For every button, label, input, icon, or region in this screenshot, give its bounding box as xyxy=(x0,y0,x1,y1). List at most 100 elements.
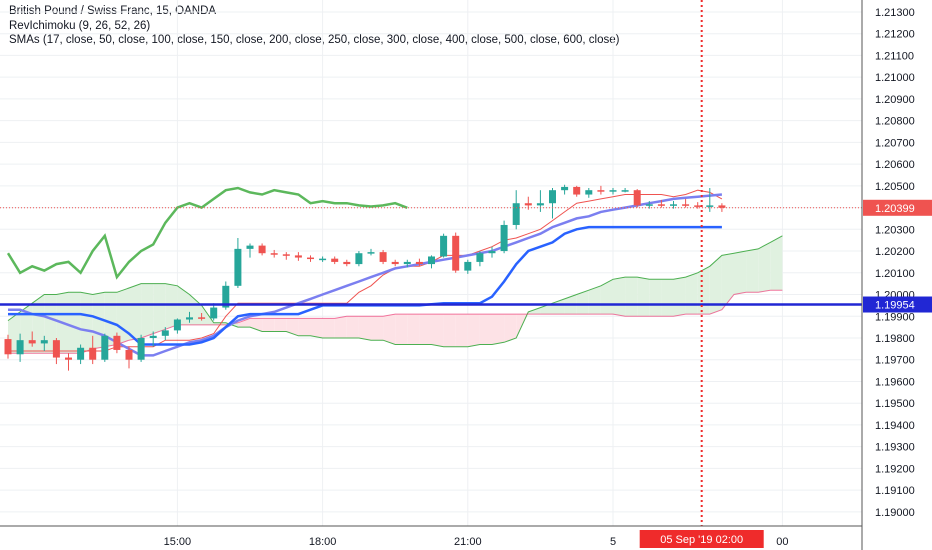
cloud-segment xyxy=(613,277,626,317)
y-tick-label: 1.20300 xyxy=(875,224,915,236)
current-price-label: 1.20399 xyxy=(875,203,915,215)
candle-body xyxy=(670,204,677,206)
hline-price-label: 1.19954 xyxy=(875,300,915,312)
leading-span-b xyxy=(8,289,783,354)
candle-body xyxy=(512,203,520,225)
cloud-segment xyxy=(709,255,722,315)
y-tick-label: 1.21200 xyxy=(875,29,915,41)
hline-price-label-bg xyxy=(863,296,932,313)
cloud-segment xyxy=(431,314,444,347)
candle-body xyxy=(101,335,109,360)
candle-body xyxy=(379,252,387,262)
cloud-segment xyxy=(504,314,517,343)
symbol-title[interactable]: British Pound / Swiss Franc, 15, OANDA xyxy=(9,5,217,17)
candle-body xyxy=(452,235,460,271)
cloud-segment xyxy=(588,285,601,315)
y-tick-label: 1.20700 xyxy=(875,137,915,149)
candle-body xyxy=(355,253,363,265)
x-tick-label: 5 xyxy=(610,536,616,548)
cloud-segment xyxy=(358,316,371,341)
y-tick-label: 1.19700 xyxy=(875,355,915,367)
cloud-segment xyxy=(455,314,468,347)
cloud-segment xyxy=(153,283,166,334)
candle-body xyxy=(234,248,242,286)
candle-body xyxy=(464,261,472,271)
cloud-segment xyxy=(129,283,142,341)
y-tick-label: 1.19800 xyxy=(875,333,915,345)
candle-body xyxy=(246,245,254,249)
cloud-segment xyxy=(189,294,202,325)
chart-overlays xyxy=(0,0,862,526)
candle-body xyxy=(161,330,169,336)
cloud-segment xyxy=(395,314,408,345)
cloud-segment xyxy=(492,314,505,345)
cloud-segment xyxy=(467,314,480,347)
candle-body xyxy=(367,252,375,254)
ichimoku-indicator-label[interactable]: RevIchimoku (9, 26, 52, 26) xyxy=(9,19,151,32)
cloud-segment xyxy=(274,318,287,332)
leading-span-a xyxy=(7,235,783,348)
cloud-segment xyxy=(661,279,674,317)
candle-body xyxy=(52,340,60,358)
cloud-segment xyxy=(165,283,178,330)
candle-body xyxy=(307,257,314,260)
cloud-segment xyxy=(334,316,347,338)
date-label-bg xyxy=(639,530,764,548)
chart-grid xyxy=(0,0,862,526)
candle-body xyxy=(40,340,48,344)
candle-body xyxy=(645,204,653,206)
y-tick-label: 1.19900 xyxy=(875,311,915,323)
cloud-segment xyxy=(770,235,783,291)
candle-body xyxy=(173,319,181,331)
candle-body xyxy=(415,261,423,265)
candle-body xyxy=(609,190,617,192)
candle-body xyxy=(331,258,339,262)
candle-body xyxy=(28,340,36,344)
y-tick-label: 1.19000 xyxy=(875,507,915,519)
candle-body xyxy=(4,339,12,355)
cloud-segment xyxy=(625,277,638,317)
y-tick-label: 1.20500 xyxy=(875,181,915,193)
sma-line-fast xyxy=(8,193,723,357)
candle-body xyxy=(718,205,726,208)
y-tick-label: 1.20600 xyxy=(875,159,915,171)
cloud-segment xyxy=(262,318,275,332)
cloud-segment xyxy=(576,290,589,315)
candle-body xyxy=(258,245,266,254)
cloud-segment xyxy=(419,314,432,345)
sma-indicator-label[interactable]: SMAs (17, close, 50, close, 100, close, … xyxy=(9,34,620,46)
lagging-span xyxy=(6,186,408,280)
y-tick-label: 1.19600 xyxy=(875,376,915,388)
candle-body xyxy=(488,251,496,254)
candle-body xyxy=(343,261,351,265)
cloud-segment xyxy=(80,292,93,354)
candle-body xyxy=(428,256,435,265)
y-tick-label: 1.21100 xyxy=(875,50,914,62)
y-tick-label: 1.19100 xyxy=(875,485,915,497)
indicator-lines xyxy=(6,186,783,357)
x-tick-label: 15:00 xyxy=(164,536,192,548)
candle-body xyxy=(137,337,145,360)
y-tick-label: 1.20100 xyxy=(875,268,915,280)
candle-body xyxy=(149,335,157,338)
candle-body xyxy=(633,190,641,206)
candle-body xyxy=(585,190,593,195)
cloud-segment xyxy=(734,251,747,295)
cloud-segment xyxy=(443,314,456,347)
cloud-segment xyxy=(346,316,359,338)
y-tick-label: 1.21300 xyxy=(875,7,915,19)
candle-body xyxy=(500,224,508,252)
x-tick-label: 00 xyxy=(776,536,788,548)
y-tick-label: 1.20200 xyxy=(875,246,915,258)
candle-body xyxy=(440,235,448,257)
candle-body xyxy=(270,253,278,255)
cloud-segment xyxy=(322,318,335,338)
y-tick-label: 1.20800 xyxy=(875,116,915,128)
candle-body xyxy=(222,285,230,308)
candle-body xyxy=(536,203,544,206)
candle-body xyxy=(524,203,532,206)
cloud-segment xyxy=(32,294,45,354)
candlestick-series xyxy=(4,184,726,371)
candle-body xyxy=(657,204,665,206)
